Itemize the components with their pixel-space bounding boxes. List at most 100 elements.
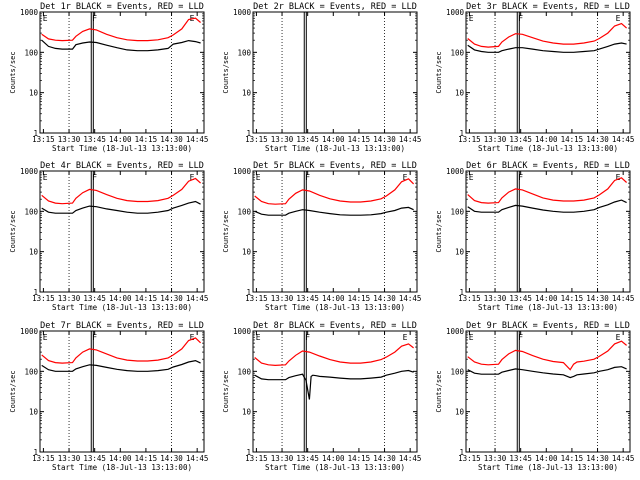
x-tick-label: 14:00	[535, 294, 558, 303]
y-axis-label: Counts/sec	[435, 370, 443, 412]
marker-label: F	[305, 333, 310, 342]
x-tick-label: 13:45	[296, 454, 319, 463]
y-tick-label: 1	[33, 129, 38, 138]
x-tick-label: 14:15	[561, 294, 584, 303]
y-tick-label: 1	[246, 448, 251, 457]
y-tick-label: 10	[455, 408, 465, 417]
y-tick-label: 1000	[20, 8, 39, 17]
x-tick-label: 14:45	[612, 454, 635, 463]
x-axis-label: Start Time (18-Jul-13 13:13:00)	[265, 463, 405, 472]
y-axis-label: Counts/sec	[9, 210, 17, 252]
lld-series-line	[41, 177, 202, 205]
detector-panel-9: Det 9r BLACK = Events, RED = LLD 1 10 100 10…	[435, 321, 634, 472]
y-tick-label: 100	[237, 48, 251, 57]
x-tick-label: 14:45	[399, 135, 422, 144]
x-tick-label: 14:30	[160, 135, 183, 144]
y-tick-label: 10	[29, 408, 39, 417]
x-tick-label: 14:30	[160, 454, 183, 463]
x-tick-label: 14:30	[586, 454, 609, 463]
x-tick-label: 13:15	[245, 454, 268, 463]
events-series-line	[41, 39, 201, 52]
panel-title: Det 6r BLACK = Events, RED = LLD	[466, 161, 630, 171]
x-tick-label: 14:45	[186, 135, 209, 144]
detector-panel-6: Det 6r BLACK = Events, RED = LLD 1 10 100 10…	[435, 161, 634, 312]
x-tick-label: 14:00	[322, 454, 345, 463]
marker-label: E	[469, 333, 474, 342]
x-tick-label: 14:00	[535, 135, 558, 144]
y-tick-label: 10	[29, 248, 39, 257]
plot-frame	[39, 11, 205, 134]
marker-label: E	[256, 333, 261, 342]
x-tick-label: 13:15	[32, 135, 55, 144]
y-tick-label: 1000	[446, 167, 465, 176]
x-tick-label: 14:15	[561, 135, 584, 144]
x-tick-label: 14:45	[186, 294, 209, 303]
x-tick-label: 14:45	[399, 454, 422, 463]
y-tick-label: 10	[242, 248, 252, 257]
x-tick-label: 13:30	[271, 294, 294, 303]
detector-panel-1: Det 1r BLACK = Events, RED = LLD 1 10 100 10…	[9, 2, 208, 153]
x-tick-label: 14:15	[348, 135, 371, 144]
y-tick-label: 1	[33, 448, 38, 457]
y-tick-label: 10	[29, 89, 39, 98]
x-tick-label: 13:45	[509, 294, 532, 303]
x-tick-label: 14:45	[612, 135, 635, 144]
y-tick-label: 100	[450, 207, 464, 216]
y-tick-label: 1	[246, 129, 251, 138]
plot-frame	[252, 330, 418, 453]
x-tick-label: 14:30	[373, 294, 396, 303]
events-series-line	[254, 206, 414, 216]
x-axis-label: Start Time (18-Jul-13 13:13:00)	[478, 144, 618, 153]
x-tick-label: 13:30	[484, 454, 507, 463]
x-tick-label: 13:15	[32, 454, 55, 463]
marker-label: E	[616, 173, 621, 182]
marker-label: E	[403, 173, 408, 182]
x-tick-label: 14:30	[586, 294, 609, 303]
panel-title: Det 1r BLACK = Events, RED = LLD	[40, 2, 204, 12]
x-tick-label: 14:30	[373, 454, 396, 463]
plot-frame	[252, 170, 418, 293]
x-axis-label: Start Time (18-Jul-13 13:13:00)	[265, 303, 405, 312]
x-tick-label: 14:15	[348, 294, 371, 303]
marker-label: E	[43, 333, 48, 342]
x-tick-label: 14:00	[109, 454, 132, 463]
lld-series-line	[41, 17, 201, 42]
x-axis-label: Start Time (18-Jul-13 13:13:00)	[52, 463, 192, 472]
events-series-line	[467, 199, 627, 213]
y-tick-label: 10	[455, 89, 465, 98]
y-tick-label: 100	[450, 367, 464, 376]
x-tick-label: 14:00	[322, 294, 345, 303]
lld-series-line	[254, 343, 414, 367]
marker-label: E	[256, 173, 261, 182]
x-tick-label: 13:45	[296, 135, 319, 144]
y-tick-label: 10	[242, 408, 252, 417]
marker-label: E	[190, 333, 195, 342]
y-axis-label: Counts/sec	[435, 210, 443, 252]
x-tick-label: 13:30	[271, 135, 294, 144]
y-axis-label: Counts/sec	[435, 51, 443, 93]
marker-label: E	[43, 14, 48, 23]
marker-label: F	[92, 333, 97, 342]
panel-title: Det 7r BLACK = Events, RED = LLD	[40, 321, 204, 331]
panel-title: Det 2r BLACK = Events, RED = LLD	[253, 2, 417, 12]
y-tick-label: 1000	[233, 8, 252, 17]
x-tick-label: 13:45	[83, 294, 106, 303]
x-axis-label: Start Time (18-Jul-13 13:13:00)	[52, 144, 192, 153]
x-tick-label: 14:15	[135, 294, 158, 303]
y-tick-label: 1000	[20, 327, 39, 336]
lld-series-line	[467, 177, 628, 204]
marker-label: E	[403, 333, 408, 342]
marker-label: E	[469, 14, 474, 23]
plot-frame	[39, 170, 205, 293]
x-tick-label: 13:45	[296, 294, 319, 303]
panel-title: Det 3r BLACK = Events, RED = LLD	[466, 2, 630, 12]
events-series-line	[467, 42, 627, 53]
marker-label: E	[43, 173, 48, 182]
x-tick-label: 13:45	[83, 135, 106, 144]
x-tick-label: 13:45	[509, 454, 532, 463]
x-tick-label: 14:00	[322, 135, 345, 144]
events-series-line	[467, 366, 627, 379]
x-tick-label: 13:45	[509, 135, 532, 144]
y-tick-label: 1	[459, 448, 464, 457]
